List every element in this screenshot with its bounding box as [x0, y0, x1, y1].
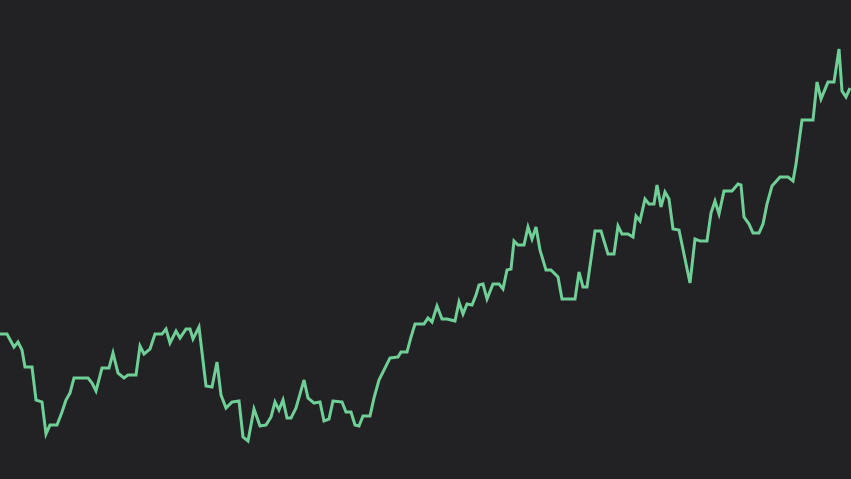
series-line: [0, 48, 851, 444]
